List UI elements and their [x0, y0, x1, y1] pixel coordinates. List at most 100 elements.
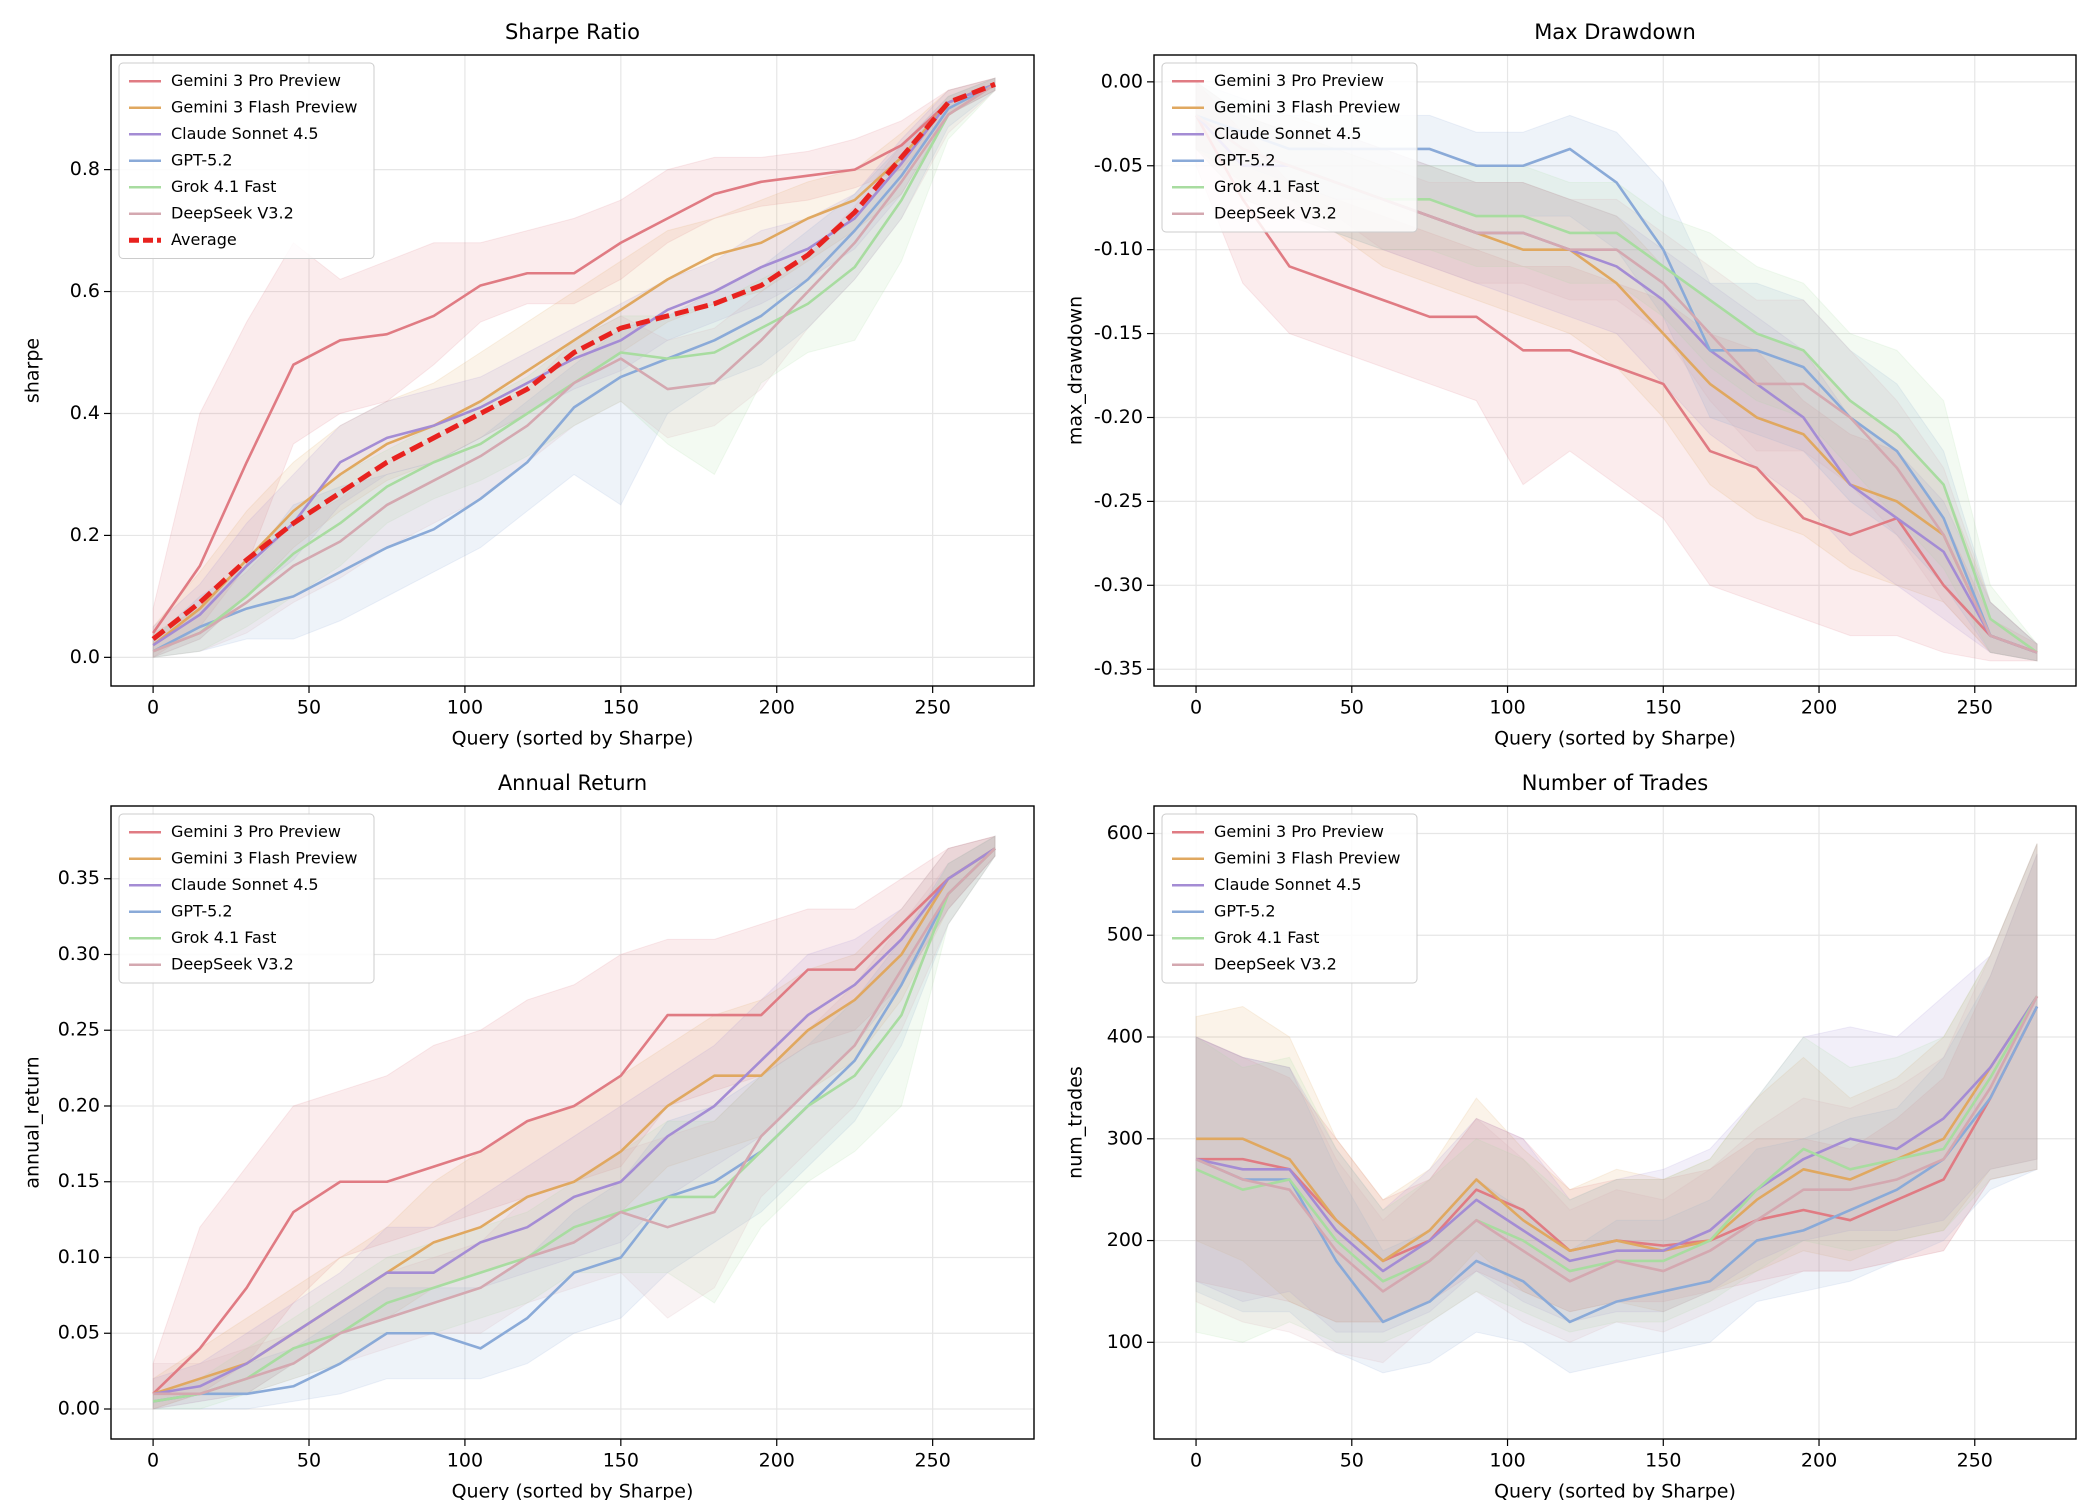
legend-label: Gemini 3 Flash Preview	[171, 848, 358, 867]
x-tick-label: 150	[603, 697, 639, 719]
legend-label: Gemini 3 Pro Preview	[1214, 71, 1384, 90]
legend-label: DeepSeek V3.2	[171, 203, 294, 222]
y-tick-label: -0.35	[1094, 658, 1143, 680]
series-line	[152, 847, 996, 1403]
x-tick-label: 150	[1645, 697, 1681, 719]
plot-area	[1195, 843, 2039, 1374]
y-tick-label: -0.20	[1094, 406, 1143, 428]
legend-label: Average	[171, 230, 237, 249]
band	[152, 77, 996, 659]
series-line	[1195, 995, 2039, 1293]
legend-label: Claude Sonnet 4.5	[1214, 124, 1362, 143]
x-tick-label: 250	[915, 697, 951, 719]
axes-frame	[110, 805, 1035, 1440]
x-tick-label: 200	[1801, 1450, 1837, 1472]
legend-box	[1161, 62, 1418, 233]
y-tick-label: 0.05	[58, 1322, 100, 1344]
legend-box	[118, 62, 375, 259]
axes-frame	[1153, 54, 2077, 687]
band	[152, 77, 996, 658]
series-line	[151, 81, 996, 642]
subplot-title: Max Drawdown	[1534, 20, 1696, 44]
y-tick-label: 200	[1107, 1229, 1143, 1251]
legend-label: Claude Sonnet 4.5	[171, 124, 319, 143]
legend-label: GPT-5.2	[171, 150, 233, 169]
x-axis-label: Query (sorted by Sharpe)	[1494, 1481, 1736, 1500]
series-line	[152, 83, 996, 634]
axes-frame	[110, 54, 1035, 687]
x-tick-label: 50	[1340, 1450, 1364, 1472]
subplot: Number of Trades Query (sorted by Sharpe)…	[1065, 771, 2077, 1500]
y-tick-label: 0.15	[58, 1170, 100, 1192]
y-tick-label: 0.20	[58, 1094, 100, 1116]
subplot-title: Number of Trades	[1522, 771, 1708, 795]
x-tick-label: 200	[1801, 697, 1837, 719]
series-line	[152, 83, 996, 647]
band	[152, 835, 996, 1410]
y-tick-label: 300	[1107, 1127, 1143, 1149]
axes-frame	[1153, 805, 2077, 1440]
y-axis-label: annual_return	[22, 1056, 44, 1188]
x-tick-label: 0	[1190, 697, 1202, 719]
band	[152, 77, 996, 659]
legend-label: Gemini 3 Flash Preview	[1214, 848, 1401, 867]
x-tick-label: 100	[1489, 697, 1525, 719]
legend-label: Gemini 3 Flash Preview	[171, 97, 358, 116]
y-tick-label: 0.30	[58, 943, 100, 965]
y-tick-label: 600	[1107, 822, 1143, 844]
x-tick-label: 50	[297, 1450, 321, 1472]
x-tick-label: 100	[1489, 1450, 1525, 1472]
series-line	[1195, 995, 2039, 1273]
y-tick-label: 0.25	[58, 1019, 100, 1041]
series-line	[152, 847, 996, 1403]
x-tick-label: 0	[147, 697, 159, 719]
subplot: Max Drawdown Query (sorted by Sharpe) max_…	[1065, 20, 2077, 750]
legend-label: Gemini 3 Pro Preview	[171, 71, 341, 90]
legend-label: GPT-5.2	[171, 901, 233, 920]
x-tick-label: 0	[1190, 1450, 1202, 1472]
y-tick-label: 0.4	[70, 402, 100, 424]
band	[1195, 853, 2038, 1323]
x-tick-label: 50	[1340, 697, 1364, 719]
x-tick-label: 250	[915, 1450, 951, 1472]
legend-label: DeepSeek V3.2	[1214, 203, 1337, 222]
y-axis-label: max_drawdown	[1065, 296, 1087, 445]
y-tick-label: -0.10	[1094, 238, 1143, 260]
series-line	[153, 847, 996, 1396]
y-tick-label: -0.15	[1094, 322, 1143, 344]
x-tick-label: 100	[447, 697, 483, 719]
series-line	[152, 83, 996, 653]
y-tick-label: -0.30	[1094, 574, 1143, 596]
x-tick-label: 200	[759, 697, 795, 719]
legend-label: Claude Sonnet 4.5	[171, 875, 319, 894]
band	[152, 835, 996, 1410]
series-line	[152, 83, 996, 653]
legend-label: GPT-5.2	[1214, 150, 1276, 169]
y-tick-label: 0.8	[70, 158, 100, 180]
band	[152, 835, 996, 1410]
legend-label: Claude Sonnet 4.5	[1214, 875, 1362, 894]
legend-label: Grok 4.1 Fast	[171, 928, 276, 947]
x-axis-label: Query (sorted by Sharpe)	[452, 728, 694, 750]
band	[152, 835, 996, 1410]
series-line	[152, 847, 996, 1396]
x-tick-label: 200	[759, 1450, 795, 1472]
y-tick-label: 0.35	[58, 867, 100, 889]
y-tick-label: 0.0	[70, 646, 100, 668]
y-axis-label: sharpe	[22, 338, 44, 403]
series-line	[152, 847, 996, 1395]
x-axis-label: Query (sorted by Sharpe)	[452, 1481, 694, 1500]
y-axis-label: num_trades	[1065, 1066, 1087, 1179]
y-tick-label: -0.05	[1094, 154, 1143, 176]
legend: Gemini 3 Pro Preview Gemini 3 Flash Previ…	[118, 813, 375, 984]
subplot-title: Sharpe Ratio	[505, 20, 640, 44]
x-tick-label: 250	[1957, 697, 1993, 719]
legend-label: Gemini 3 Flash Preview	[1214, 97, 1401, 116]
x-tick-label: 250	[1957, 1450, 1993, 1472]
legend: Gemini 3 Pro Preview Gemini 3 Flash Previ…	[1161, 813, 1418, 984]
y-tick-label: -0.25	[1094, 490, 1143, 512]
x-tick-label: 50	[297, 697, 321, 719]
legend-label: Grok 4.1 Fast	[171, 177, 276, 196]
x-tick-label: 0	[147, 1450, 159, 1472]
subplot: Annual Return Query (sorted by Sharpe) ann…	[22, 771, 1035, 1500]
